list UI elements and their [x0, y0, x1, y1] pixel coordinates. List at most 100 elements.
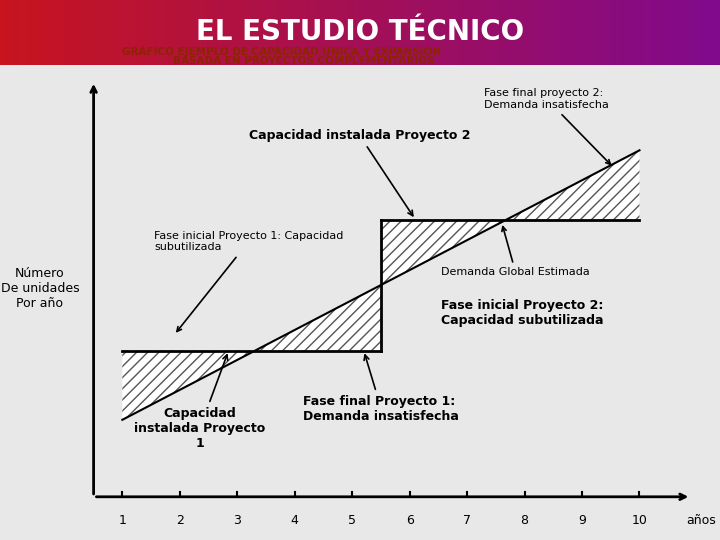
Bar	[333, 0, 336, 65]
Bar	[526, 0, 528, 65]
Bar	[535, 0, 538, 65]
Bar	[135, 0, 137, 65]
Bar	[72, 0, 74, 65]
Bar	[331, 0, 333, 65]
Bar	[326, 0, 329, 65]
Bar	[511, 0, 513, 65]
Bar	[207, 0, 209, 65]
Bar	[391, 0, 394, 65]
Bar	[451, 0, 454, 65]
Bar	[567, 0, 569, 65]
Bar	[50, 0, 53, 65]
Polygon shape	[506, 150, 639, 220]
Bar	[22, 0, 24, 65]
Bar	[432, 0, 434, 65]
Polygon shape	[381, 220, 506, 285]
Bar	[250, 0, 252, 65]
Bar	[513, 0, 516, 65]
Bar	[45, 0, 48, 65]
Bar	[41, 0, 43, 65]
Text: Fase final Proyecto 1:
Demanda insatisfecha: Fase final Proyecto 1: Demanda insatisfe…	[303, 355, 459, 423]
Bar	[499, 0, 502, 65]
Bar	[221, 0, 223, 65]
Bar	[502, 0, 504, 65]
Bar	[509, 0, 511, 65]
Bar	[691, 0, 693, 65]
Bar	[295, 0, 297, 65]
Bar	[636, 0, 639, 65]
Bar	[473, 0, 475, 65]
Bar	[168, 0, 171, 65]
Bar	[362, 0, 365, 65]
Bar	[103, 0, 106, 65]
Bar	[706, 0, 708, 65]
Bar	[401, 0, 403, 65]
Bar	[146, 0, 149, 65]
Bar	[137, 0, 139, 65]
Bar	[374, 0, 377, 65]
Bar	[490, 0, 492, 65]
Bar	[588, 0, 590, 65]
Bar	[194, 0, 197, 65]
Text: 10: 10	[631, 514, 647, 527]
Bar	[185, 0, 187, 65]
Bar	[394, 0, 396, 65]
Bar	[120, 0, 122, 65]
Bar	[297, 0, 300, 65]
Bar	[139, 0, 142, 65]
Bar	[192, 0, 194, 65]
Bar	[286, 0, 288, 65]
Bar	[43, 0, 45, 65]
Bar	[634, 0, 636, 65]
Bar	[202, 0, 204, 65]
Bar	[564, 0, 567, 65]
Bar	[324, 0, 326, 65]
Bar	[408, 0, 410, 65]
Bar	[365, 0, 367, 65]
Bar	[204, 0, 207, 65]
Bar	[149, 0, 151, 65]
Bar	[158, 0, 161, 65]
Bar	[317, 0, 319, 65]
Bar	[106, 0, 108, 65]
Bar	[662, 0, 665, 65]
Bar	[283, 0, 286, 65]
Bar	[315, 0, 317, 65]
Bar	[173, 0, 175, 65]
Bar	[657, 0, 660, 65]
Bar	[456, 0, 459, 65]
Bar	[279, 0, 281, 65]
Bar	[81, 0, 84, 65]
Bar	[36, 0, 38, 65]
Bar	[693, 0, 696, 65]
Bar	[538, 0, 540, 65]
Bar	[53, 0, 55, 65]
Bar	[552, 0, 554, 65]
Text: BASADA EN PROYECTOS COMPLEMENTARIOS: BASADA EN PROYECTOS COMPLEMENTARIOS	[173, 56, 434, 66]
Bar	[389, 0, 391, 65]
Bar	[254, 0, 257, 65]
Bar	[0, 0, 2, 65]
Bar	[65, 0, 67, 65]
Bar	[290, 0, 293, 65]
Text: 4: 4	[291, 514, 299, 527]
Bar	[115, 0, 117, 65]
Text: 8: 8	[521, 514, 528, 527]
Bar	[528, 0, 531, 65]
Bar	[322, 0, 324, 65]
Bar	[675, 0, 677, 65]
Bar	[117, 0, 120, 65]
Bar	[142, 0, 144, 65]
Bar	[547, 0, 549, 65]
Bar	[27, 0, 29, 65]
Bar	[660, 0, 662, 65]
Bar	[482, 0, 485, 65]
Bar	[14, 0, 17, 65]
Bar	[113, 0, 115, 65]
Bar	[247, 0, 250, 65]
Text: 1: 1	[118, 514, 126, 527]
Bar	[518, 0, 521, 65]
Bar	[595, 0, 598, 65]
Bar	[701, 0, 703, 65]
Bar	[243, 0, 245, 65]
